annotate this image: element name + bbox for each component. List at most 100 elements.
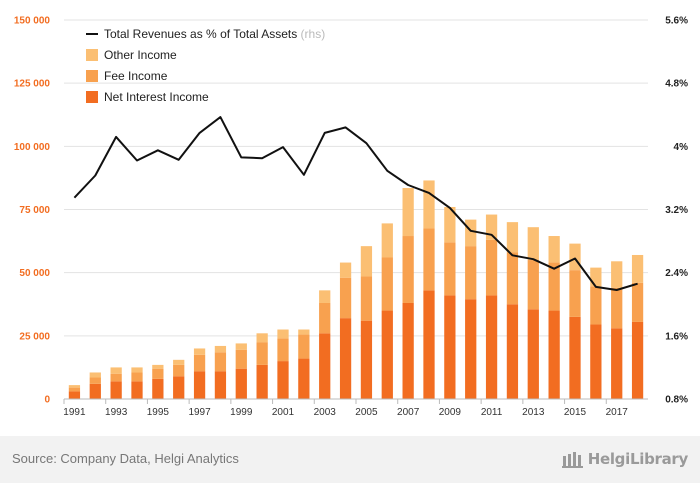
- bar-net-interest-income-2004: [339, 318, 352, 399]
- bar-net-interest-income-2006: [381, 310, 393, 399]
- bar-other-income-2018: [631, 254, 644, 283]
- bar-other-income-2000: [256, 333, 268, 343]
- bar-net-interest-income-2010: [465, 299, 477, 399]
- y-right-tick-label: 3.2%: [665, 205, 688, 216]
- bar-fee-income-2017: [611, 287, 623, 329]
- x-tick-label: 2007: [397, 407, 420, 418]
- bar-other-income-2004: [339, 262, 352, 278]
- bar-other-income-1994: [131, 367, 143, 373]
- bar-net-interest-income-2005: [360, 320, 373, 399]
- bar-other-income-2012: [506, 222, 519, 253]
- bar-other-income-2015: [569, 243, 581, 271]
- y-left-tick-label: 125 000: [14, 79, 51, 90]
- axes: 0 25 000 50 000 75 000 100 000 125 000 150 000…: [14, 16, 688, 419]
- x-tick-label: 1999: [230, 407, 253, 418]
- source-note: Source: Company Data, Helgi Analytics: [12, 451, 239, 466]
- bar-fee-income-2018: [631, 282, 644, 322]
- bar-fee-income-2005: [360, 276, 373, 321]
- x-tick-label: 2011: [481, 407, 503, 418]
- bar-other-income-1996: [173, 359, 185, 365]
- y-left-tick-label: 75 000: [19, 205, 50, 216]
- bar-net-interest-income-2015: [569, 316, 581, 399]
- bar-net-interest-income-2002: [298, 358, 310, 399]
- x-tick-label: 1997: [188, 407, 211, 418]
- bar-fee-income-2002: [298, 334, 310, 359]
- bar-fee-income-1997: [193, 354, 206, 372]
- line-layer: [73, 116, 638, 291]
- legend-rhs-note: (rhs): [297, 27, 325, 41]
- bar-fee-income-2013: [527, 260, 539, 310]
- y-right-tick-label: 0.8%: [665, 395, 688, 406]
- y-left-tick-label: 0: [44, 395, 50, 406]
- x-tick-label: 1993: [105, 407, 128, 418]
- bar-fee-income-1998: [214, 352, 227, 372]
- bar-other-income-2011: [485, 214, 498, 240]
- brand-name: HelgiLibrary: [587, 450, 689, 468]
- bar-other-income-1997: [193, 348, 206, 355]
- bar-other-income-2006: [381, 223, 393, 258]
- bar-net-interest-income-1999: [235, 368, 247, 399]
- bar-fee-income-1995: [152, 368, 164, 379]
- x-tick-label: 2003: [314, 407, 337, 418]
- x-tick-label: 2001: [272, 407, 295, 418]
- bar-net-interest-income-2018: [631, 321, 644, 399]
- y-right-tick-label: 5.6%: [665, 16, 688, 27]
- bar-fee-income-1999: [235, 349, 247, 369]
- bar-net-interest-income-1996: [173, 376, 185, 399]
- bar-net-interest-income-1994: [131, 381, 143, 399]
- bar-net-interest-income-2008: [423, 290, 435, 399]
- bar-other-income-2001: [277, 329, 289, 339]
- bar-fee-income-2008: [423, 228, 435, 291]
- y-left-tick-label: 50 000: [19, 268, 50, 279]
- library-icon: [561, 452, 583, 468]
- x-tick-label: 2015: [564, 407, 587, 418]
- y-right-tick-label: 2.4%: [665, 268, 688, 279]
- bar-layer: [68, 180, 644, 399]
- bar-net-interest-income-1997: [193, 371, 206, 399]
- y-left-tick-label: 100 000: [14, 142, 51, 153]
- bar-net-interest-income-2007: [402, 302, 414, 399]
- legend-label: Fee Income: [104, 69, 168, 83]
- bar-fee-income-2014: [548, 262, 560, 311]
- x-tick-label: 2009: [439, 407, 462, 418]
- x-tick-label: 1995: [147, 407, 170, 418]
- bar-net-interest-income-2012: [506, 304, 519, 399]
- bar-other-income-2017: [611, 261, 623, 288]
- bar-net-interest-income-2000: [256, 364, 268, 399]
- legend-swatch: [86, 49, 98, 61]
- bar-net-interest-income-1993: [110, 381, 122, 399]
- bar-fee-income-2000: [256, 342, 268, 365]
- bar-fee-income-1994: [131, 372, 143, 382]
- bar-net-interest-income-2001: [277, 361, 289, 399]
- legend-label: Other Income: [104, 48, 177, 62]
- bar-other-income-2003: [319, 290, 331, 303]
- line-total-revenues-pct-assets: [73, 116, 638, 291]
- bar-fee-income-2009: [444, 242, 456, 296]
- legend-label: Net Interest Income: [104, 90, 209, 104]
- bar-fee-income-1991: [68, 387, 81, 392]
- bar-other-income-2014: [548, 236, 560, 263]
- bar-other-income-2009: [444, 206, 456, 243]
- bar-other-income-1998: [214, 345, 227, 353]
- bar-net-interest-income-1991: [68, 391, 81, 399]
- bar-other-income-1992: [89, 372, 101, 378]
- grid-lines: [64, 19, 648, 337]
- legend-label: Total Revenues as % of Total Assets (rhs…: [104, 27, 325, 41]
- footer: Source: Company Data, Helgi Analytics He…: [0, 436, 700, 483]
- bar-net-interest-income-2003: [319, 333, 331, 399]
- bar-other-income-2013: [527, 227, 539, 261]
- bar-net-interest-income-2011: [485, 295, 498, 399]
- bar-fee-income-2016: [590, 286, 602, 325]
- bar-net-interest-income-2013: [527, 309, 539, 399]
- bar-other-income-1995: [152, 364, 164, 369]
- legend-swatch: [86, 70, 98, 82]
- legend-swatch: [86, 91, 98, 103]
- bar-fee-income-2010: [465, 246, 477, 300]
- bar-fee-income-2011: [485, 239, 498, 296]
- bar-fee-income-2006: [381, 257, 393, 311]
- bar-net-interest-income-2009: [444, 295, 456, 399]
- bar-fee-income-2003: [319, 302, 331, 334]
- bar-net-interest-income-2014: [548, 310, 560, 399]
- bar-fee-income-1992: [89, 377, 101, 384]
- bar-fee-income-2015: [569, 270, 581, 317]
